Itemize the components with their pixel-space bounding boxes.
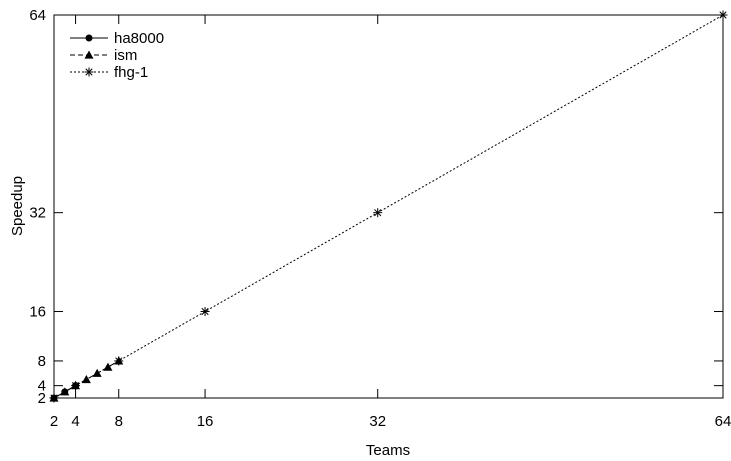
data-point-ha8000: [72, 382, 80, 390]
plot-frame: [53, 14, 724, 399]
asterisk-stroke: [374, 209, 382, 217]
legend-marker: [84, 67, 94, 77]
y-tick-label: 64: [29, 7, 46, 24]
data-point-ism: [92, 368, 102, 377]
legend-item-fhg-1: fhg-1: [70, 64, 148, 81]
data-point-ism: [114, 356, 124, 365]
series-ism: [49, 356, 124, 402]
legend-label: fhg-1: [114, 64, 148, 81]
data-point-ha8000: [50, 394, 58, 402]
x-axis-title: Teams: [366, 442, 410, 459]
x-tick-label: 16: [197, 413, 214, 430]
data-point-ha8000: [61, 388, 69, 396]
series-layer: [49, 10, 728, 403]
y-tick-label: 4: [38, 378, 46, 395]
asterisk-stroke: [85, 68, 93, 76]
x-tick-label: 64: [715, 413, 731, 430]
asterisk-stroke: [201, 307, 209, 316]
legend-label: ha8000: [114, 30, 164, 47]
x-tick-label: 4: [71, 413, 79, 430]
data-point-fhg-1: [373, 208, 383, 218]
legend-marker: [85, 34, 93, 42]
y-tick-label: 16: [29, 304, 46, 321]
y-tick-label: 8: [38, 353, 46, 370]
data-point-ism: [103, 362, 113, 371]
y-axis-title: Speedup: [9, 176, 26, 236]
x-tick-label: 2: [50, 413, 58, 430]
series-ha8000: [50, 382, 80, 402]
x-tick-label: 8: [115, 413, 123, 430]
legend-item-ism: ism: [70, 47, 137, 64]
asterisk-stroke: [719, 11, 727, 19]
legend-marker: [84, 50, 94, 59]
legend-label: ism: [114, 47, 137, 64]
data-point-fhg-1: [718, 10, 728, 20]
x-tick-label: 32: [369, 413, 386, 430]
legend-item-ha8000: ha8000: [70, 30, 164, 47]
y-tick-label: 2: [38, 390, 46, 407]
series-fhg-1: [49, 10, 728, 403]
data-point-ism: [81, 374, 91, 384]
y-tick-label: 32: [29, 205, 46, 222]
series-line-fhg-1: [53, 14, 724, 399]
data-point-fhg-1: [200, 307, 210, 317]
